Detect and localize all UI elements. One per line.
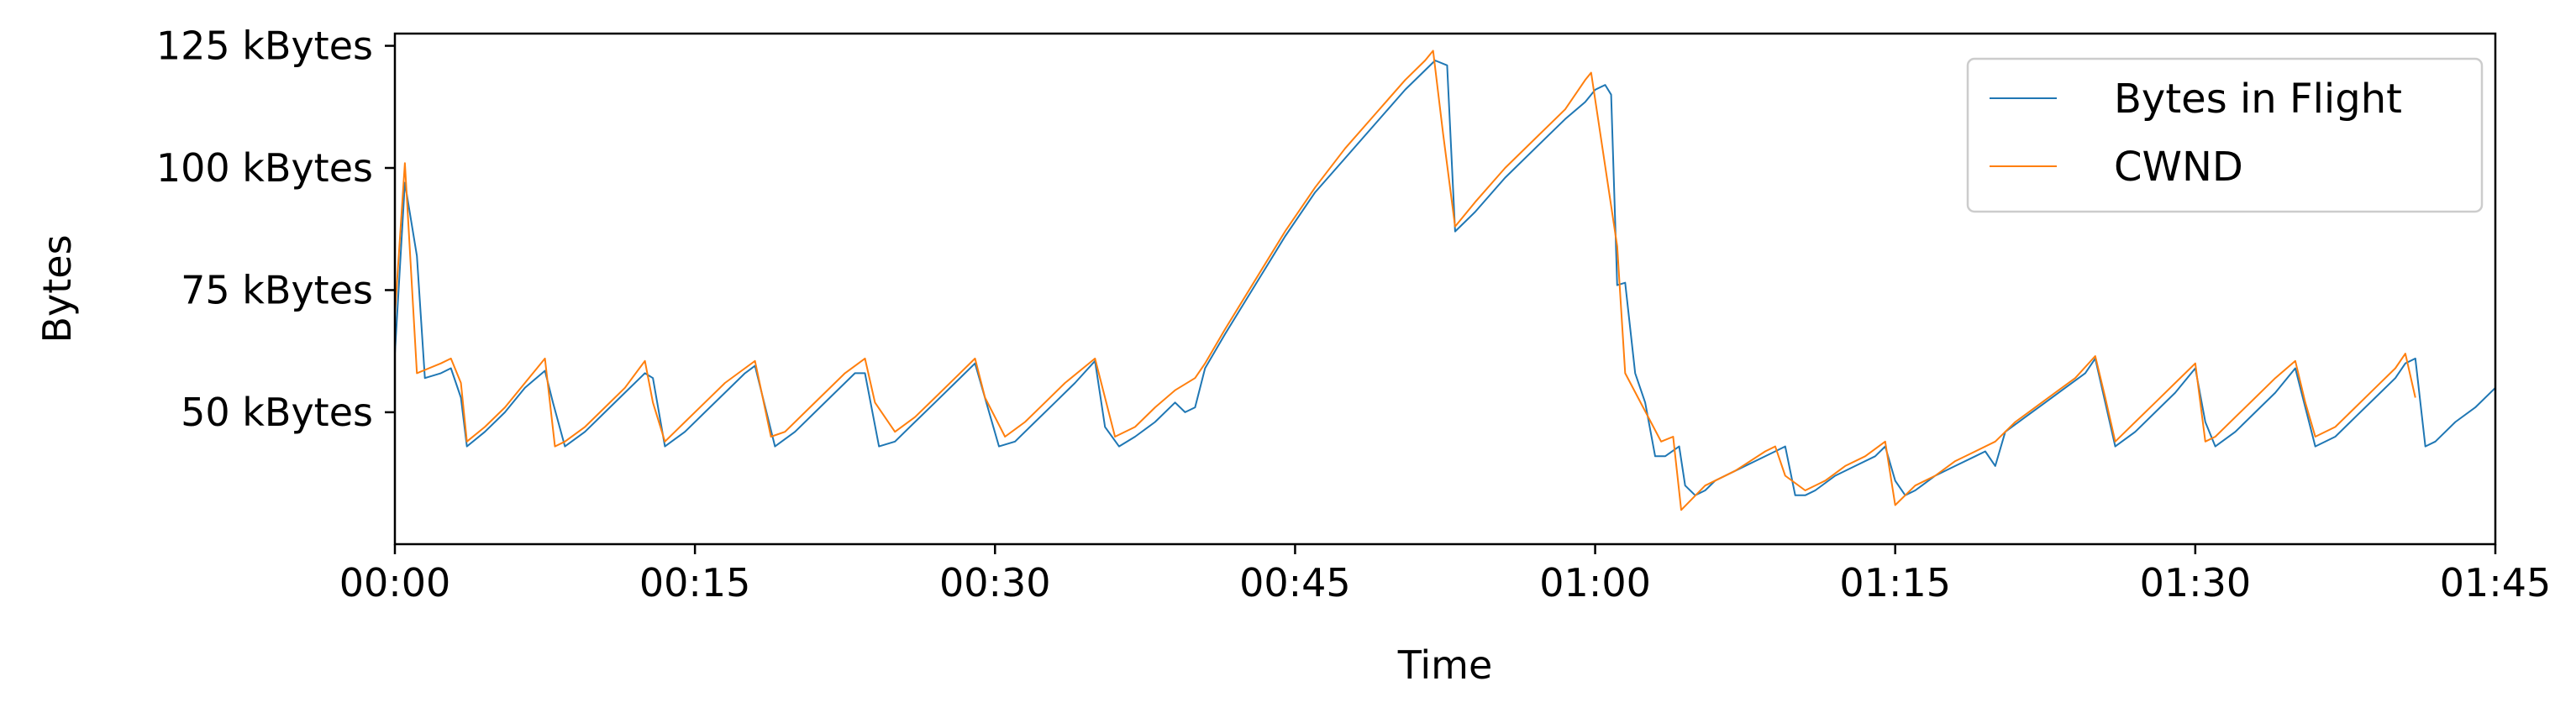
legend: Bytes in Flight CWND bbox=[1966, 57, 2484, 213]
x-tick-label: 00:00 bbox=[339, 560, 451, 605]
x-tick-label: 01:45 bbox=[2440, 560, 2552, 605]
plot-frame bbox=[393, 32, 2497, 546]
x-axis-label: Time bbox=[1397, 642, 1493, 688]
x-tick-label: 01:15 bbox=[1839, 560, 1951, 605]
series-line-cwnd bbox=[394, 50, 2416, 511]
y-tick-label: 50 kBytes bbox=[181, 390, 373, 435]
y-axis: 50 kBytes 75 kBytes 100 kBytes 125 kBytes bbox=[156, 24, 395, 435]
x-axis: 00:00 00:15 00:30 00:45 01:00 01:15 01:30 01:45 bbox=[339, 544, 2552, 605]
x-tick-label: 01:30 bbox=[2140, 560, 2252, 605]
x-tick-label: 00:45 bbox=[1239, 560, 1351, 605]
legend-box bbox=[1966, 57, 2484, 213]
y-tick-label: 75 kBytes bbox=[181, 267, 373, 312]
y-tick-label: 100 kBytes bbox=[156, 145, 373, 191]
x-tick-label: 00:15 bbox=[639, 560, 751, 605]
legend-label-bytes-in-flight: Bytes in Flight bbox=[2114, 76, 2402, 123]
y-tick-label: 125 kBytes bbox=[156, 24, 373, 69]
plot-lines bbox=[394, 50, 2496, 511]
x-tick-label: 00:30 bbox=[939, 560, 1051, 605]
legend-label-cwnd: CWND bbox=[2114, 144, 2243, 191]
x-tick-label: 01:00 bbox=[1539, 560, 1651, 605]
series-line-bytes-in-flight bbox=[394, 60, 2496, 496]
y-axis-label: Bytes bbox=[34, 234, 80, 343]
